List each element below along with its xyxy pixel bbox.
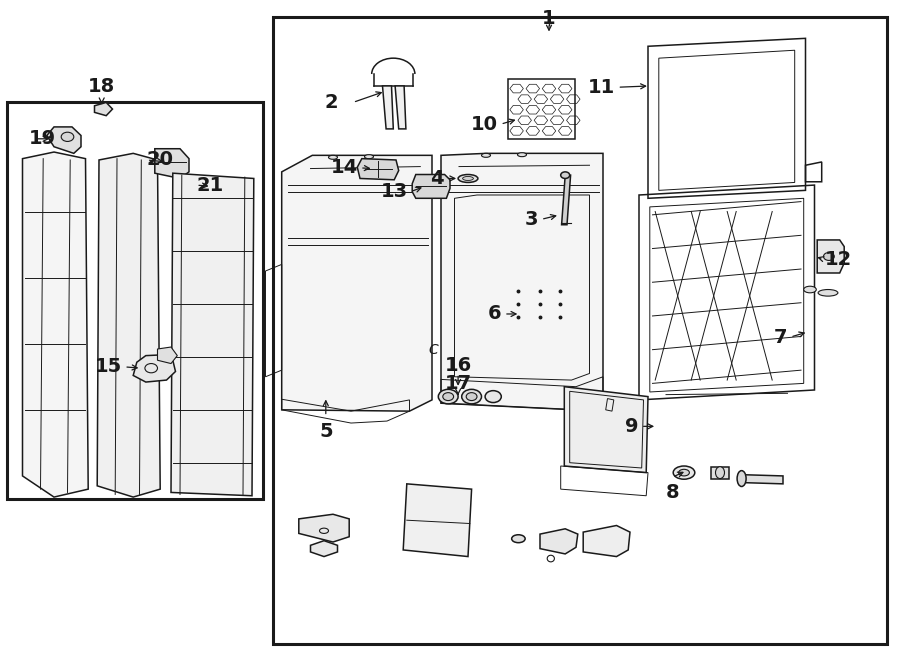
- Text: 9: 9: [626, 417, 639, 436]
- Text: 7: 7: [774, 328, 788, 346]
- Text: 16: 16: [445, 356, 472, 375]
- Text: 12: 12: [825, 250, 852, 268]
- Ellipse shape: [818, 290, 838, 296]
- Ellipse shape: [716, 467, 724, 479]
- Polygon shape: [310, 541, 338, 557]
- Ellipse shape: [518, 153, 526, 157]
- Text: 10: 10: [471, 115, 498, 134]
- Polygon shape: [540, 529, 578, 554]
- Ellipse shape: [458, 175, 478, 182]
- Ellipse shape: [462, 389, 482, 404]
- Text: 8: 8: [665, 483, 680, 502]
- Text: 5: 5: [319, 422, 333, 441]
- Ellipse shape: [438, 389, 458, 404]
- Text: $\it{C}$: $\it{C}$: [428, 342, 440, 357]
- Polygon shape: [97, 153, 160, 497]
- Polygon shape: [209, 230, 238, 246]
- Ellipse shape: [511, 535, 526, 543]
- Polygon shape: [441, 153, 603, 410]
- Ellipse shape: [328, 155, 338, 159]
- Ellipse shape: [212, 219, 229, 231]
- Ellipse shape: [466, 393, 477, 401]
- Polygon shape: [412, 175, 450, 198]
- Polygon shape: [155, 149, 189, 178]
- Ellipse shape: [804, 286, 816, 293]
- Polygon shape: [171, 173, 254, 496]
- Ellipse shape: [482, 153, 490, 157]
- Text: 6: 6: [488, 305, 501, 323]
- Polygon shape: [22, 152, 88, 497]
- Polygon shape: [198, 178, 241, 204]
- Polygon shape: [133, 355, 176, 382]
- Ellipse shape: [824, 253, 834, 260]
- Ellipse shape: [463, 176, 473, 180]
- Text: 4: 4: [430, 169, 444, 188]
- Polygon shape: [403, 484, 472, 557]
- Polygon shape: [395, 86, 406, 129]
- Text: 18: 18: [88, 77, 115, 96]
- Ellipse shape: [561, 172, 570, 178]
- Polygon shape: [382, 86, 393, 129]
- Polygon shape: [94, 102, 112, 116]
- Text: 13: 13: [381, 182, 408, 201]
- Polygon shape: [583, 525, 630, 557]
- Text: 11: 11: [588, 78, 615, 97]
- Polygon shape: [562, 175, 571, 225]
- Text: 2: 2: [325, 93, 338, 112]
- Ellipse shape: [737, 471, 746, 486]
- Text: 21: 21: [196, 176, 223, 194]
- Polygon shape: [282, 155, 432, 411]
- Ellipse shape: [673, 466, 695, 479]
- Polygon shape: [817, 240, 844, 273]
- Polygon shape: [740, 475, 783, 484]
- Ellipse shape: [61, 132, 74, 141]
- Text: 3: 3: [525, 210, 538, 229]
- Text: 14: 14: [331, 159, 358, 177]
- Polygon shape: [158, 347, 177, 364]
- Ellipse shape: [443, 393, 454, 401]
- Ellipse shape: [679, 469, 689, 476]
- Text: 1: 1: [542, 9, 556, 28]
- Text: 17: 17: [445, 373, 472, 393]
- Polygon shape: [47, 127, 81, 153]
- Text: 19: 19: [29, 130, 56, 148]
- Polygon shape: [299, 514, 349, 542]
- Ellipse shape: [364, 155, 373, 159]
- Text: 15: 15: [95, 358, 122, 376]
- Polygon shape: [357, 159, 399, 180]
- Ellipse shape: [485, 391, 501, 403]
- Polygon shape: [564, 387, 648, 473]
- Text: 20: 20: [147, 151, 174, 169]
- Polygon shape: [711, 467, 729, 479]
